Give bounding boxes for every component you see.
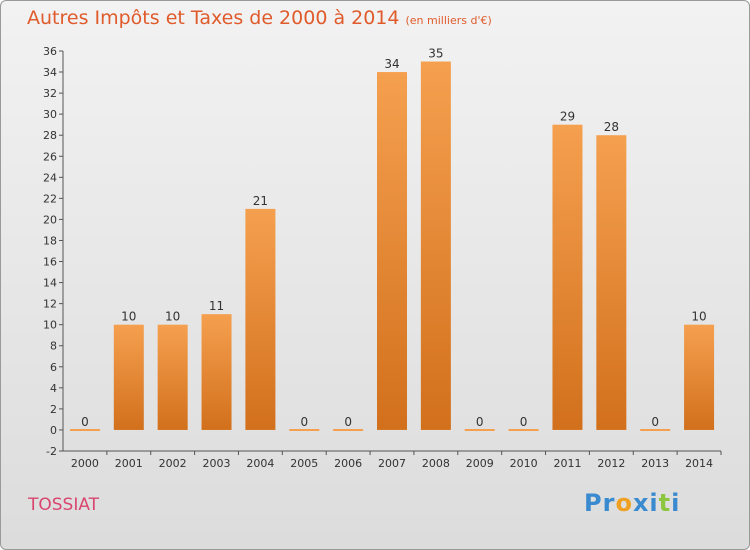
y-tick-label: -2	[46, 445, 57, 458]
x-tick-label: 2011	[553, 457, 581, 470]
x-tick-label: 2002	[159, 457, 187, 470]
bar-value-label: 0	[344, 415, 352, 429]
bar-value-label: 21	[253, 194, 268, 208]
chart-unit-label: (en milliers d'€)	[405, 14, 492, 27]
bar-value-label: 29	[560, 110, 575, 124]
x-tick-label: 2013	[641, 457, 669, 470]
logo-letter: i	[649, 489, 659, 517]
bar-value-label: 10	[691, 310, 706, 324]
x-tick-label: 2001	[115, 457, 143, 470]
x-tick-label: 2007	[378, 457, 406, 470]
y-tick-label: 26	[43, 150, 57, 163]
x-tick-label: 2009	[466, 457, 494, 470]
y-tick-label: 20	[43, 213, 57, 226]
bar-value-label: 0	[476, 415, 484, 429]
y-tick-label: 30	[43, 108, 57, 121]
logo-letter: r	[602, 489, 616, 517]
logo-letter: t	[658, 489, 672, 517]
y-tick-label: 16	[43, 256, 57, 269]
x-tick-label: 2004	[246, 457, 274, 470]
logo-letter: x	[632, 489, 650, 517]
y-tick-label: 18	[43, 234, 57, 247]
y-tick-label: 6	[50, 361, 57, 374]
y-tick-label: 2	[50, 403, 57, 416]
bar	[245, 208, 276, 430]
y-tick-label: 36	[43, 45, 57, 58]
chart-title: Autres Impôts et Taxes de 2000 à 2014 (en…	[27, 7, 492, 29]
y-tick-label: 22	[43, 192, 57, 205]
bar	[420, 61, 451, 430]
bar-value-label: 10	[121, 310, 136, 324]
y-tick-label: 28	[43, 129, 57, 142]
y-tick-label: 32	[43, 87, 57, 100]
x-tick-label: 2000	[71, 457, 99, 470]
y-tick-label: 34	[43, 66, 57, 79]
x-tick-label: 2014	[685, 457, 713, 470]
bar	[201, 314, 232, 430]
x-tick-label: 2003	[203, 457, 231, 470]
bar	[377, 72, 407, 430]
bar-value-label: 35	[428, 47, 443, 61]
proxiti-logo: Proxiti	[584, 489, 680, 517]
bar-value-label: 34	[384, 57, 399, 71]
x-tick-label: 2012	[597, 457, 625, 470]
y-tick-label: 10	[43, 319, 57, 332]
y-tick-label: 8	[50, 340, 57, 353]
y-tick-label: 0	[50, 424, 57, 437]
y-tick-label: 4	[50, 382, 57, 395]
y-tick-label: 12	[43, 298, 57, 311]
logo-letter: P	[584, 489, 603, 517]
logo-letter: o	[615, 489, 633, 517]
bar	[157, 324, 188, 430]
x-tick-label: 2006	[334, 457, 362, 470]
bar	[684, 324, 715, 430]
x-tick-label: 2005	[290, 457, 318, 470]
bar	[552, 124, 583, 430]
y-tick-label: 24	[43, 171, 57, 184]
logo-letter: i	[671, 489, 681, 517]
bar-value-label: 11	[209, 299, 224, 313]
bar-value-label: 0	[81, 415, 89, 429]
bar	[596, 135, 627, 430]
bar	[113, 324, 144, 430]
bar-value-label: 0	[300, 415, 308, 429]
chart-title-text: Autres Impôts et Taxes de 2000 à 2014	[27, 7, 400, 29]
commune-name: TOSSIAT	[28, 495, 100, 515]
bar-value-label: 0	[520, 415, 528, 429]
bar-value-label: 10	[165, 310, 180, 324]
y-tick-label: 14	[43, 277, 57, 290]
bar-value-label: 28	[604, 120, 619, 134]
x-tick-label: 2010	[510, 457, 538, 470]
bar-value-label: 0	[651, 415, 659, 429]
x-tick-label: 2008	[422, 457, 450, 470]
